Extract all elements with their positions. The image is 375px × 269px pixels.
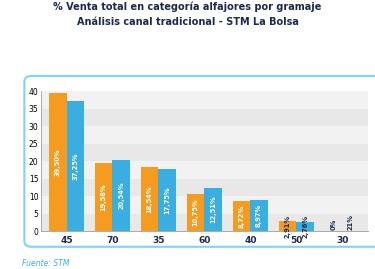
Text: 17,75%: 17,75% xyxy=(164,186,170,214)
Bar xyxy=(233,201,250,231)
Text: 2,91%: 2,91% xyxy=(285,215,291,238)
Text: Fuente: STM: Fuente: STM xyxy=(22,259,70,268)
Text: 8,97%: 8,97% xyxy=(256,204,262,227)
Bar xyxy=(112,160,130,231)
Bar xyxy=(141,167,158,231)
Bar xyxy=(41,214,368,231)
Text: 0%: 0% xyxy=(330,219,336,230)
Text: % Venta total en categoría alfajores por gramaje: % Venta total en categoría alfajores por… xyxy=(53,1,322,12)
Text: 21%: 21% xyxy=(348,214,354,229)
Bar xyxy=(41,144,368,161)
Text: 8,72%: 8,72% xyxy=(238,204,244,228)
Bar xyxy=(187,194,204,231)
Bar xyxy=(251,200,268,231)
Bar xyxy=(41,126,368,144)
Text: 37,25%: 37,25% xyxy=(72,153,78,180)
Text: 12,51%: 12,51% xyxy=(210,196,216,223)
Bar xyxy=(95,163,112,231)
Text: Análisis canal tradicional - STM La Bolsa: Análisis canal tradicional - STM La Bols… xyxy=(76,17,298,27)
Bar xyxy=(66,101,84,231)
Bar xyxy=(41,109,368,126)
Text: 19,58%: 19,58% xyxy=(101,183,107,211)
Text: 10,75%: 10,75% xyxy=(193,199,199,226)
Bar xyxy=(41,91,368,109)
Bar xyxy=(41,196,368,214)
Text: 20,54%: 20,54% xyxy=(118,182,124,209)
Bar xyxy=(204,187,222,231)
Bar xyxy=(41,179,368,196)
Bar xyxy=(41,161,368,179)
Bar xyxy=(296,222,314,231)
Text: 2,76%: 2,76% xyxy=(302,215,308,238)
Bar xyxy=(158,169,176,231)
Text: 39,50%: 39,50% xyxy=(55,148,61,176)
Bar xyxy=(279,221,296,231)
Bar xyxy=(49,93,66,231)
Text: 18,54%: 18,54% xyxy=(147,185,153,213)
